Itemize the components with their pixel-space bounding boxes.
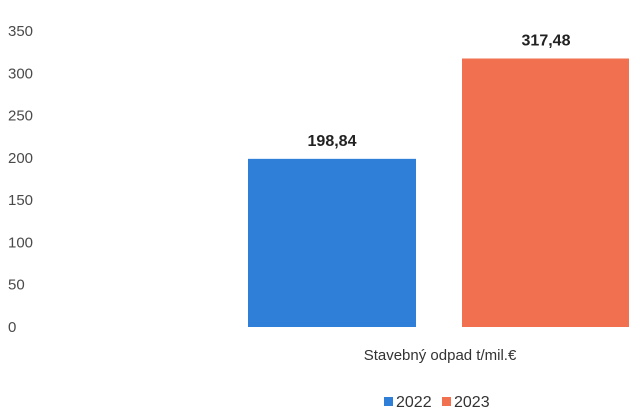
legend: 2022 2023	[384, 394, 490, 411]
legend-label-2022: 2022	[396, 394, 432, 411]
y-axis: 0 50 100 150 200 250 300 350	[8, 23, 33, 336]
legend-swatch-2022	[384, 397, 393, 406]
x-axis: Stavebný odpad t/mil.€	[364, 347, 517, 364]
y-tick-label-100: 100	[8, 234, 33, 251]
bar-2022	[248, 158, 416, 327]
data-label-2023: 317,48	[522, 33, 571, 50]
y-tick-label-300: 300	[8, 65, 33, 82]
y-tick-label-350: 350	[8, 23, 33, 40]
bars-group	[248, 58, 629, 328]
data-label-2022: 198,84	[308, 133, 357, 150]
y-tick-label-200: 200	[8, 150, 33, 167]
y-tick-label-150: 150	[8, 192, 33, 209]
category-label: Stavebný odpad t/mil.€	[364, 347, 517, 364]
data-labels-group: 198,84 317,48	[308, 33, 571, 150]
legend-swatch-2023	[442, 397, 451, 406]
legend-label-2023: 2023	[454, 394, 490, 411]
y-tick-label-0: 0	[8, 319, 16, 336]
y-tick-label-250: 250	[8, 108, 33, 125]
bar-2023	[462, 58, 629, 328]
y-tick-label-50: 50	[8, 277, 25, 294]
